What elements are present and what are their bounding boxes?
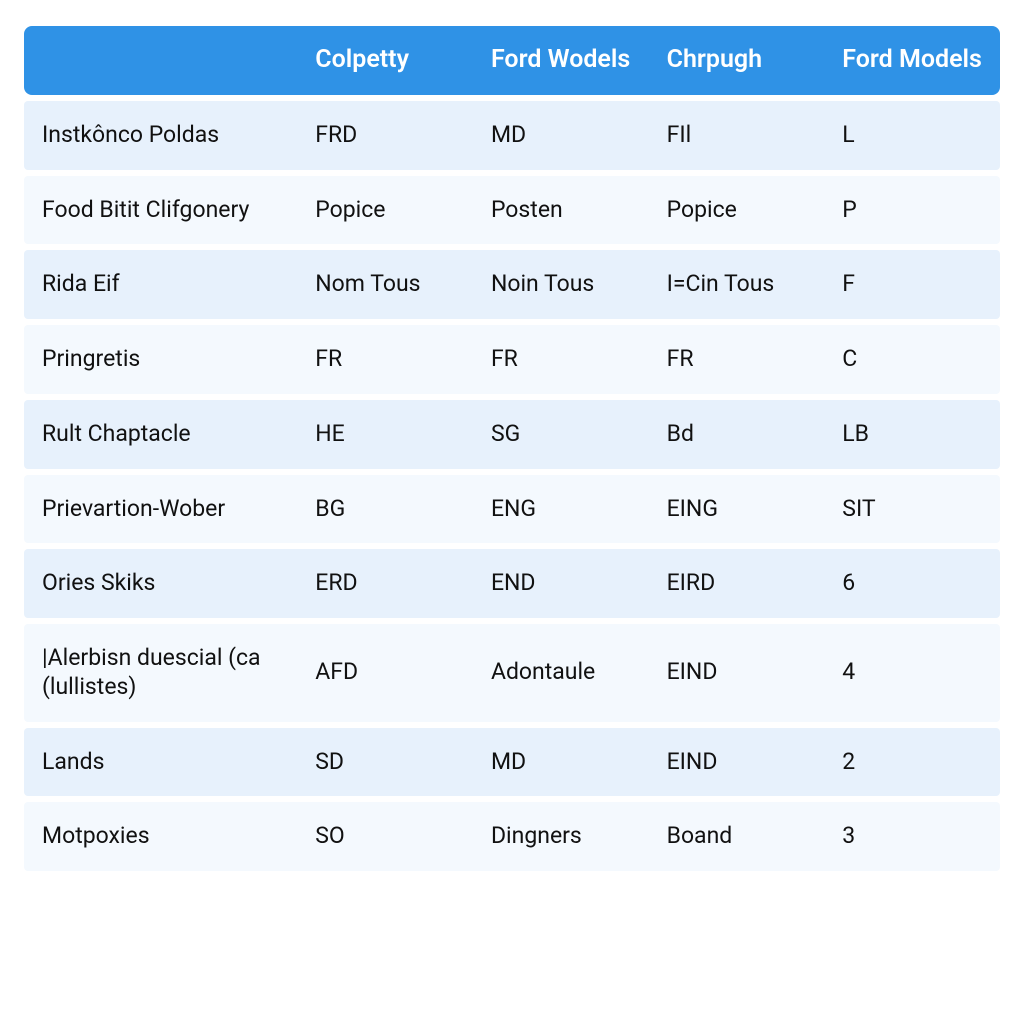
data-table: Colpetty Ford Wodels Chrpugh Ford Models… [24, 20, 1000, 877]
table-cell: Posten [473, 176, 649, 245]
table-cell: Popice [297, 176, 473, 245]
table-cell: 3 [824, 802, 1000, 871]
table-cell: FR [297, 325, 473, 394]
table-cell: C [824, 325, 1000, 394]
table-cell: AFD [297, 624, 473, 722]
row-label: Lands [24, 728, 297, 797]
table-cell: Dingners [473, 802, 649, 871]
row-label: Pringretis [24, 325, 297, 394]
table-cell: Noin Tous [473, 250, 649, 319]
table-cell: EING [649, 475, 825, 544]
table-row: Ories SkiksERDENDEIRD6 [24, 549, 1000, 618]
table-cell: FIl [649, 101, 825, 170]
table-cell: SO [297, 802, 473, 871]
table-cell: ENG [473, 475, 649, 544]
table-cell: EIND [649, 728, 825, 797]
table-cell: F [824, 250, 1000, 319]
table-cell: HE [297, 400, 473, 469]
row-label: Rida Eif [24, 250, 297, 319]
table-row: Instkônco PoldasFRDMDFIlL [24, 101, 1000, 170]
table-cell: EIRD [649, 549, 825, 618]
row-label: Rult Chaptacle [24, 400, 297, 469]
table-cell: SIT [824, 475, 1000, 544]
row-label: Ories Skiks [24, 549, 297, 618]
table-cell: I=Cin Tous [649, 250, 825, 319]
table-cell: Bd [649, 400, 825, 469]
table-cell: END [473, 549, 649, 618]
header-cell-4: Ford Models [824, 26, 1000, 95]
table-row: Rult ChaptacleHESGBdLB [24, 400, 1000, 469]
table-cell: Adontaule [473, 624, 649, 722]
table-row: Rida EifNom TousNoin TousI=Cin TousF [24, 250, 1000, 319]
table-cell: FR [649, 325, 825, 394]
table-body: Instkônco PoldasFRDMDFIlLFood Bitit Clif… [24, 101, 1000, 871]
header-cell-0 [24, 26, 297, 95]
table-row: MotpoxiesSODingnersBoand3 [24, 802, 1000, 871]
header-cell-3: Chrpugh [649, 26, 825, 95]
table-cell: FR [473, 325, 649, 394]
header-cell-1: Colpetty [297, 26, 473, 95]
table-cell: Nom Tous [297, 250, 473, 319]
table-cell: MD [473, 101, 649, 170]
row-label: Food Bitit Clifgonery [24, 176, 297, 245]
table-cell: SG [473, 400, 649, 469]
table-row: Food Bitit ClifgoneryPopicePostenPopiceP [24, 176, 1000, 245]
table-cell: MD [473, 728, 649, 797]
table-cell: ERD [297, 549, 473, 618]
table-cell: SD [297, 728, 473, 797]
table-cell: BG [297, 475, 473, 544]
table-cell: 2 [824, 728, 1000, 797]
table-cell: FRD [297, 101, 473, 170]
row-label: |Alerbisn duescial (ca (lullistes) [24, 624, 297, 722]
row-label: Motpoxies [24, 802, 297, 871]
table-row: Prievartion-WoberBGENGEINGSIT [24, 475, 1000, 544]
row-label: Prievartion-Wober [24, 475, 297, 544]
header-cell-2: Ford Wodels [473, 26, 649, 95]
table-cell: Boand [649, 802, 825, 871]
table-header: Colpetty Ford Wodels Chrpugh Ford Models [24, 26, 1000, 95]
table-row: |Alerbisn duescial (ca (lullistes)AFDAdo… [24, 624, 1000, 722]
table-cell: Popice [649, 176, 825, 245]
table-cell: P [824, 176, 1000, 245]
header-row: Colpetty Ford Wodels Chrpugh Ford Models [24, 26, 1000, 95]
table-cell: EIND [649, 624, 825, 722]
table-cell: 4 [824, 624, 1000, 722]
table-cell: L [824, 101, 1000, 170]
table-row: LandsSDMDEIND2 [24, 728, 1000, 797]
table-cell: 6 [824, 549, 1000, 618]
table-row: PringretisFRFRFRC [24, 325, 1000, 394]
table-cell: LB [824, 400, 1000, 469]
row-label: Instkônco Poldas [24, 101, 297, 170]
